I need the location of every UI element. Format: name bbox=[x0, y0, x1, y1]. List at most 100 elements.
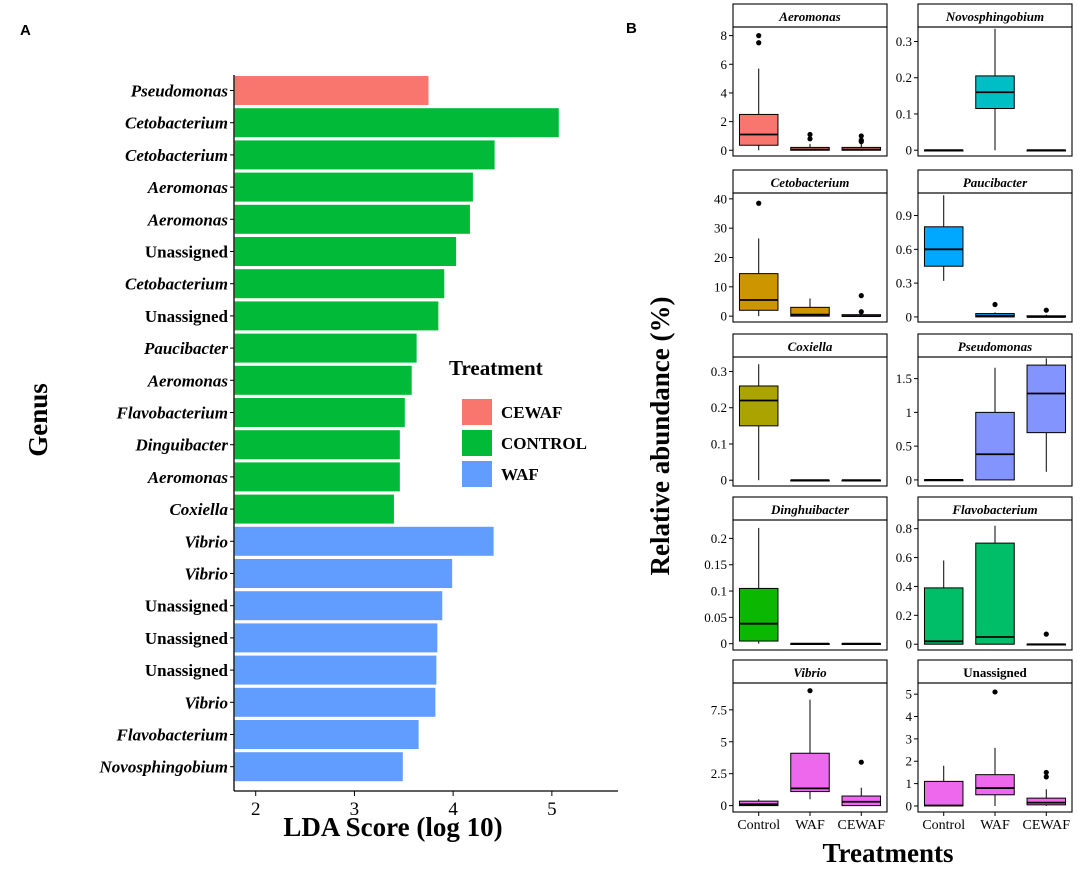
box-cewaf bbox=[841, 293, 882, 318]
y-tick-label: 6 bbox=[721, 57, 728, 72]
facet-paucibacter: Paucibacter 0 0.3 0.6 0.9 bbox=[896, 169, 1073, 324]
y-tick-label: 0.2 bbox=[896, 608, 912, 623]
box-body bbox=[790, 752, 830, 793]
facet-aeromonas: Aeromonas 0 2 4 6 8 bbox=[721, 3, 888, 158]
bar-control-8 bbox=[234, 301, 439, 331]
y-tick-label: 0 bbox=[906, 309, 913, 324]
box-body bbox=[975, 542, 1015, 645]
box-waf bbox=[975, 28, 1015, 151]
bar-waf-19 bbox=[234, 655, 437, 685]
lda-bar-chart: Pseudomonas Cetobacterium Cetobacterium Aer… bbox=[23, 75, 618, 842]
box-cewaf bbox=[1026, 769, 1067, 806]
box-body bbox=[738, 385, 779, 427]
outlier-point bbox=[1043, 769, 1049, 776]
bar-waf-15 bbox=[234, 526, 494, 556]
x-ticks: 2 3 4 5 bbox=[251, 791, 557, 820]
outlier-point bbox=[858, 759, 864, 765]
y-axis-title: Genus bbox=[23, 383, 53, 457]
y-tick-label: 0 bbox=[721, 473, 728, 488]
panel-border bbox=[917, 26, 1073, 157]
box-control bbox=[923, 149, 964, 152]
y-tick-label: 0 bbox=[721, 636, 728, 651]
outlier-point bbox=[992, 689, 998, 695]
relative-abundance-axis-title: Relative abundance (%) bbox=[645, 297, 675, 576]
box-cewaf bbox=[1026, 149, 1067, 152]
genus-label: Aeromonas bbox=[147, 371, 229, 390]
x-tick-label-cewaf: CEWAF bbox=[1023, 818, 1071, 833]
y-tick-label: 1 bbox=[906, 776, 913, 791]
facet-title: Cetobacterium bbox=[771, 175, 850, 190]
outlier-point bbox=[756, 40, 762, 46]
box-body bbox=[738, 587, 779, 642]
genus-label: Novosphingobium bbox=[99, 758, 228, 777]
outlier-point bbox=[756, 200, 762, 206]
box-body bbox=[841, 795, 882, 807]
y-tick-label: 0.2 bbox=[711, 531, 727, 546]
genus-label: Unassigned bbox=[145, 307, 229, 326]
y-tick-label: 5 bbox=[721, 734, 728, 749]
y-tick-label: 0.3 bbox=[711, 364, 727, 379]
outlier-point bbox=[807, 136, 813, 142]
box-body bbox=[790, 306, 830, 317]
y-tick-label: 0.1 bbox=[711, 584, 727, 599]
bar-control-13 bbox=[234, 462, 400, 492]
panel-border bbox=[732, 356, 888, 487]
box-control bbox=[738, 200, 779, 317]
box-cewaf bbox=[841, 133, 882, 151]
y-tick-label: 30 bbox=[714, 221, 727, 236]
x-tick-label-waf: WAF bbox=[795, 818, 825, 833]
genus-label: Dinguibacter bbox=[134, 436, 228, 455]
y-tick-label: 0.3 bbox=[896, 34, 912, 49]
bar-control-12 bbox=[234, 430, 400, 460]
box-cewaf bbox=[841, 759, 882, 807]
outlier-point bbox=[807, 688, 813, 694]
panel-border bbox=[917, 192, 1073, 323]
box-control bbox=[923, 765, 964, 807]
y-tick-label: 0.6 bbox=[896, 242, 913, 257]
y-tick-label: 2.5 bbox=[711, 766, 727, 781]
y-tick-label: 0.2 bbox=[711, 400, 727, 415]
outlier-point bbox=[858, 137, 864, 143]
y-tick-label: 7.5 bbox=[711, 702, 727, 717]
y-tick-label: 0.2 bbox=[896, 70, 912, 85]
box-waf bbox=[975, 689, 1015, 806]
facet-title: Dinghuibacter bbox=[770, 502, 850, 517]
bar-control-2 bbox=[234, 108, 559, 138]
genus-label: Vibrio bbox=[185, 693, 228, 712]
boxplot-grid: Aeromonas02468Novosphingobium00.10.20.3C… bbox=[645, 3, 1073, 868]
box-control bbox=[738, 527, 779, 644]
bar-waf-21 bbox=[234, 720, 419, 749]
box-waf bbox=[975, 301, 1015, 318]
x-tick-label: 5 bbox=[547, 799, 557, 820]
box-body bbox=[1026, 797, 1067, 806]
y-tick-label: 4 bbox=[906, 709, 913, 724]
bar-control-9 bbox=[234, 333, 417, 363]
bar-control-5 bbox=[234, 204, 470, 234]
genus-label: Cetobacterium bbox=[125, 114, 228, 133]
outlier-point bbox=[858, 133, 864, 139]
panel-a-label: A bbox=[20, 22, 31, 39]
genus-label: Unassigned bbox=[145, 597, 229, 616]
genus-label: Aeromonas bbox=[147, 468, 229, 487]
y-tick-label: 0 bbox=[906, 798, 913, 813]
facet-title: Pseudomonas bbox=[958, 339, 1032, 354]
x-tick-label-waf: WAF bbox=[980, 818, 1010, 833]
y-tick-label: 0.9 bbox=[896, 208, 912, 223]
box-waf bbox=[790, 688, 830, 800]
facet-title: Aeromonas bbox=[778, 9, 840, 24]
bar-control-7 bbox=[234, 269, 445, 299]
genus-label: Paucibacter bbox=[143, 339, 228, 358]
legend-label-cewaf: CEWAF bbox=[501, 403, 562, 422]
box-body bbox=[738, 113, 779, 146]
treatments-axis-title: Treatments bbox=[823, 838, 954, 868]
y-tick-label: 2 bbox=[721, 114, 728, 129]
facet-cetobacterium: Cetobacterium 0 10 20 30 40 bbox=[714, 169, 888, 324]
outlier-point bbox=[1043, 631, 1049, 637]
legend-label-waf: WAF bbox=[501, 465, 539, 484]
y-tick-label: 0.05 bbox=[704, 610, 727, 625]
x-tick-label: 3 bbox=[350, 799, 360, 820]
box-body bbox=[975, 774, 1015, 796]
y-tick-label: 8 bbox=[721, 28, 728, 43]
facet-title: Flavobacterium bbox=[951, 502, 1037, 517]
y-tick-label: 0.4 bbox=[896, 579, 913, 594]
